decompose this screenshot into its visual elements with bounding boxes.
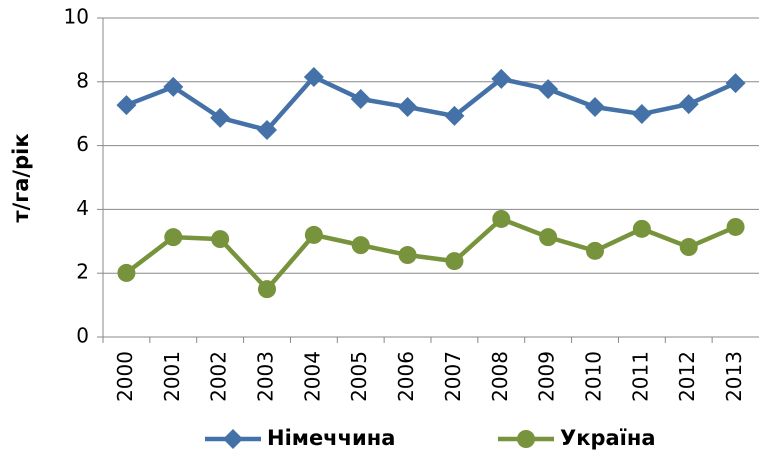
marker	[491, 68, 512, 89]
y-tick-label: 6	[76, 132, 89, 156]
x-tick-label: 2006	[394, 351, 418, 402]
marker	[517, 430, 535, 448]
y-tick-label: 8	[76, 68, 89, 92]
y-axis-title: т/га/рік	[9, 133, 33, 222]
marker	[726, 217, 745, 236]
x-tick-label: 2013	[722, 351, 746, 402]
marker	[539, 228, 558, 247]
marker	[397, 97, 418, 118]
x-tick-label: 2001	[160, 351, 184, 402]
x-tick-label: 2009	[535, 351, 559, 402]
marker	[304, 225, 323, 244]
x-tick-label: 2000	[113, 351, 137, 402]
marker	[492, 209, 511, 228]
x-tick-label: 2011	[628, 351, 652, 402]
x-tick-label: 2007	[441, 351, 465, 402]
marker	[164, 228, 183, 247]
y-tick-label: 4	[76, 196, 89, 220]
y-tick-label: 10	[64, 5, 89, 29]
x-tick-label: 2012	[675, 351, 699, 402]
y-tick-label: 2	[76, 260, 89, 284]
marker	[445, 252, 464, 271]
marker	[116, 95, 137, 116]
marker	[679, 238, 698, 257]
y-tick-label: 0	[76, 324, 89, 348]
marker	[632, 219, 651, 238]
marker	[538, 79, 559, 100]
marker	[678, 94, 699, 115]
marker	[444, 105, 465, 126]
marker	[631, 104, 652, 125]
marker	[398, 246, 417, 265]
marker	[210, 107, 231, 128]
marker	[163, 76, 184, 97]
legend-text: Україна	[560, 426, 656, 450]
x-tick-label: 2010	[582, 351, 606, 402]
marker	[117, 263, 136, 282]
x-tick-label: 2003	[254, 351, 278, 402]
x-tick-label: 2004	[300, 351, 324, 402]
marker	[351, 236, 370, 255]
x-tick-label: 2008	[488, 351, 512, 402]
x-tick-label: 2005	[347, 351, 371, 402]
marker	[350, 89, 371, 110]
marker	[257, 119, 277, 140]
marker	[223, 429, 243, 449]
legend-text: Німеччина	[267, 426, 395, 450]
x-tick-label: 2002	[207, 351, 231, 402]
marker	[586, 241, 604, 260]
marker	[585, 97, 605, 118]
marker	[303, 67, 324, 88]
marker	[258, 280, 276, 299]
marker	[725, 73, 746, 94]
marker	[211, 230, 230, 249]
